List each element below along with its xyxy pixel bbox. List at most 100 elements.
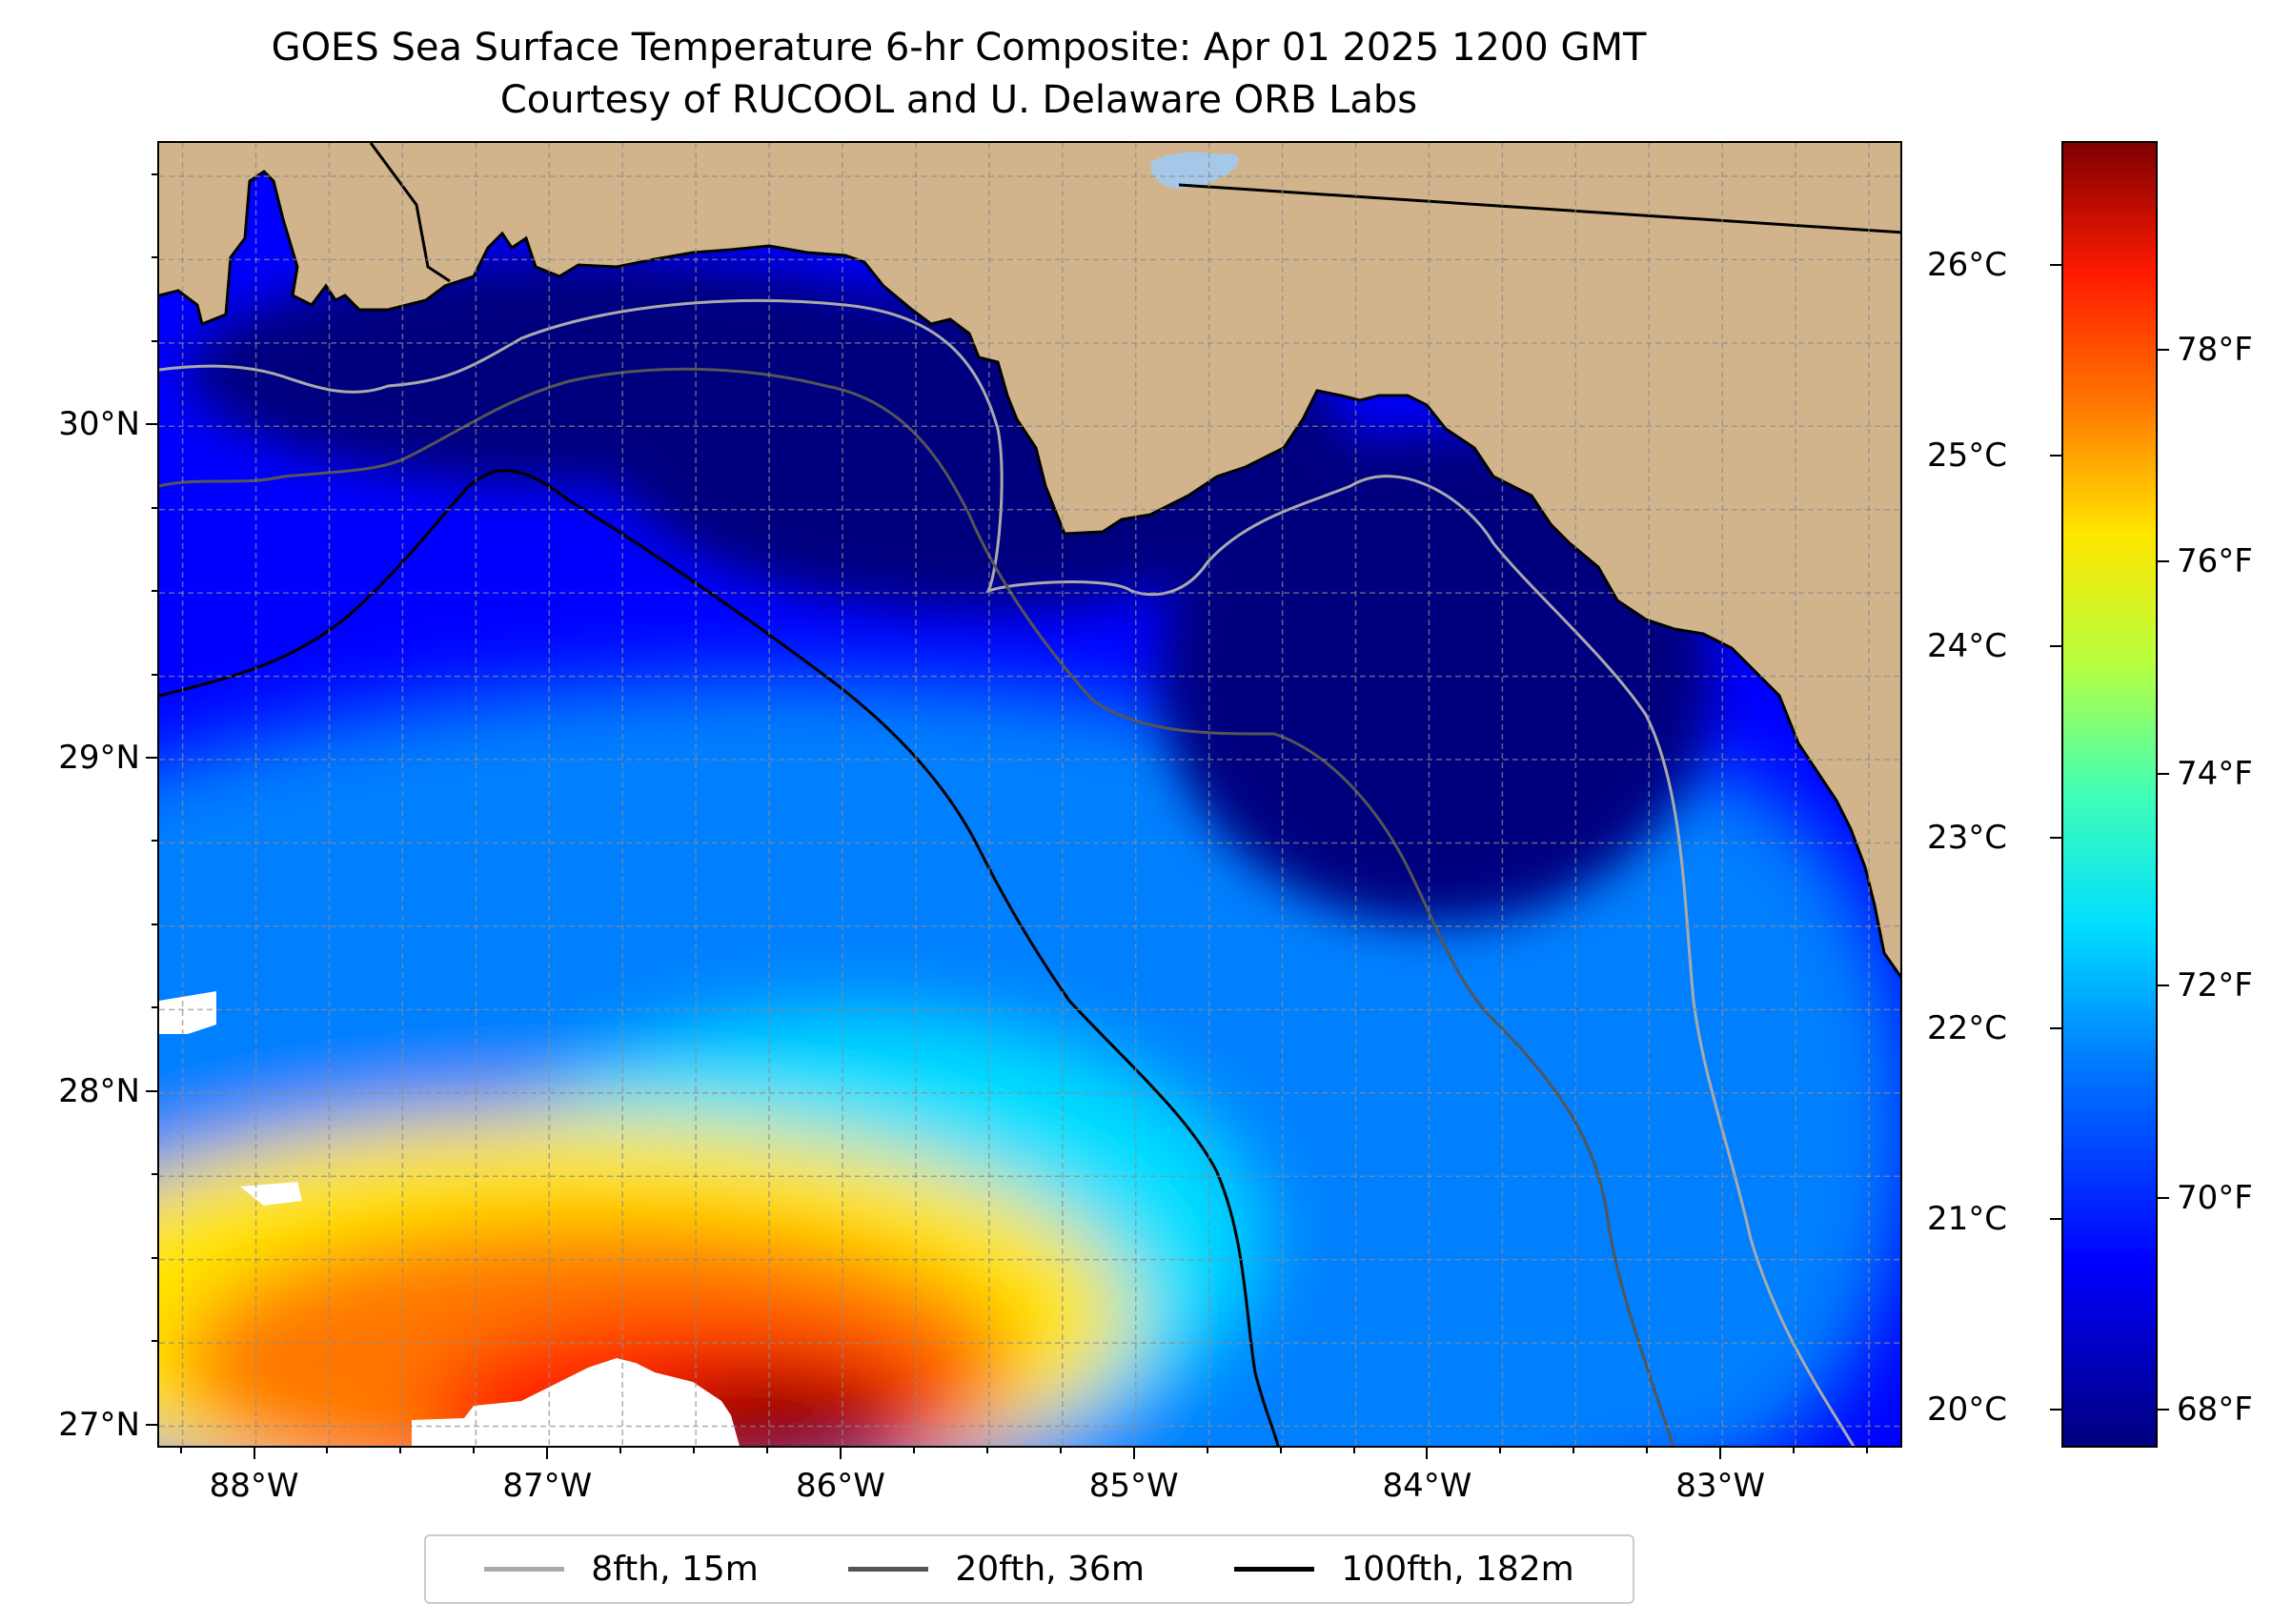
state-border xyxy=(1178,183,1900,234)
longitude-tick-label: 86°W xyxy=(796,1467,885,1505)
celsius-tick xyxy=(2050,1408,2061,1411)
coastline xyxy=(159,170,1900,979)
legend-swatch-100fth xyxy=(1234,1567,1315,1572)
celsius-tick xyxy=(2050,1217,2061,1220)
longitude-minor-tick xyxy=(1573,1448,1575,1453)
legend-item-20fth: 20fth, 36m xyxy=(848,1550,1145,1589)
latitude-tick-label: 30°N xyxy=(58,405,140,444)
latitude-major-tick xyxy=(146,757,157,760)
fahrenheit-tick xyxy=(2158,349,2169,352)
latitude-minor-tick xyxy=(152,506,157,509)
fahrenheit-tick xyxy=(2158,1408,2169,1411)
longitude-minor-tick xyxy=(1352,1448,1355,1453)
latitude-minor-tick xyxy=(152,1256,157,1259)
longitude-tick-label: 84°W xyxy=(1382,1467,1472,1505)
sea-surface-temperature-field xyxy=(159,172,1900,1446)
latitude-major-tick xyxy=(146,1089,157,1092)
longitude-tick-label: 88°W xyxy=(209,1467,299,1505)
legend-label-100fth: 100fth, 182m xyxy=(1341,1550,1574,1589)
latitude-tick-label: 28°N xyxy=(58,1071,140,1110)
longitude-minor-tick xyxy=(473,1448,476,1453)
latitude-minor-tick xyxy=(152,1006,157,1009)
isobath-20fth xyxy=(159,367,1675,1446)
longitude-minor-tick xyxy=(326,1448,329,1453)
latitude-minor-tick xyxy=(152,673,157,676)
longitude-tick-label: 87°W xyxy=(502,1467,593,1505)
latitude-major-tick xyxy=(146,1423,157,1426)
longitude-minor-tick xyxy=(1206,1448,1208,1453)
longitude-minor-tick xyxy=(399,1448,402,1453)
fahrenheit-tick xyxy=(2158,985,2169,987)
longitude-major-tick xyxy=(840,1448,842,1459)
fahrenheit-tick xyxy=(2158,772,2169,775)
longitude-minor-tick xyxy=(179,1448,182,1453)
celsius-tick-label: 20°C xyxy=(1927,1390,2008,1429)
sst-map xyxy=(157,141,1902,1448)
isobath-100fth xyxy=(159,469,1280,1446)
longitude-minor-tick xyxy=(1866,1448,1869,1453)
longitude-minor-tick xyxy=(619,1448,622,1453)
celsius-tick-label: 24°C xyxy=(1927,627,2008,666)
celsius-tick xyxy=(2050,645,2061,648)
legend-item-100fth: 100fth, 182m xyxy=(1234,1550,1574,1589)
latitude-minor-tick xyxy=(152,173,157,175)
isobath-legend: 8fth, 15m 20fth, 36m 100fth, 182m xyxy=(424,1534,1634,1604)
latitude-minor-tick xyxy=(152,256,157,259)
latitude-minor-tick xyxy=(152,1173,157,1176)
isobath-8fth xyxy=(159,298,1856,1446)
fahrenheit-tick-label: 74°F xyxy=(2177,754,2253,793)
fahrenheit-tick xyxy=(2158,1196,2169,1199)
longitude-tick-label: 83°W xyxy=(1675,1467,1766,1505)
longitude-minor-tick xyxy=(985,1448,988,1453)
latitude-tick-label: 27°N xyxy=(58,1405,140,1444)
legend-label-20fth: 20fth, 36m xyxy=(955,1550,1145,1589)
legend-label-8fth: 8fth, 15m xyxy=(591,1550,759,1589)
longitude-minor-tick xyxy=(1499,1448,1502,1453)
longitude-minor-tick xyxy=(912,1448,915,1453)
latitude-minor-tick xyxy=(152,1340,157,1343)
celsius-tick-label: 25°C xyxy=(1927,436,2008,476)
longitude-major-tick xyxy=(1132,1448,1135,1459)
graticule-gridlines xyxy=(159,143,1900,1446)
temperature-colorbar xyxy=(2061,141,2158,1448)
latitude-minor-tick xyxy=(152,339,157,342)
celsius-tick xyxy=(2050,264,2061,267)
lake xyxy=(1150,152,1239,189)
chart-subtitle: Courtesy of RUCOOL and U. Delaware ORB L… xyxy=(499,78,1418,122)
fahrenheit-tick-label: 70°F xyxy=(2177,1178,2253,1217)
fahrenheit-tick-label: 76°F xyxy=(2177,542,2253,581)
longitude-minor-tick xyxy=(766,1448,769,1453)
sst-shelf-band xyxy=(1417,762,1900,1446)
fahrenheit-tick-label: 78°F xyxy=(2177,331,2253,370)
celsius-tick xyxy=(2050,455,2061,457)
fahrenheit-tick-label: 68°F xyxy=(2177,1390,2253,1429)
longitude-minor-tick xyxy=(1646,1448,1649,1453)
sst-map-canvas xyxy=(159,143,1900,1446)
longitude-tick-label: 85°W xyxy=(1088,1467,1179,1505)
latitude-minor-tick xyxy=(152,590,157,593)
celsius-tick xyxy=(2050,836,2061,839)
longitude-major-tick xyxy=(546,1448,549,1459)
longitude-minor-tick xyxy=(1059,1448,1062,1453)
legend-item-8fth: 8fth, 15m xyxy=(484,1550,759,1589)
latitude-tick-label: 29°N xyxy=(58,739,140,778)
longitude-major-tick xyxy=(1719,1448,1722,1459)
latitude-minor-tick xyxy=(152,923,157,925)
celsius-tick xyxy=(2050,1026,2061,1029)
fahrenheit-tick xyxy=(2158,560,2169,563)
celsius-tick-label: 21°C xyxy=(1927,1199,2008,1238)
fahrenheit-tick-label: 72°F xyxy=(2177,966,2253,1005)
latitude-minor-tick xyxy=(152,840,157,842)
legend-swatch-8fth xyxy=(484,1567,565,1572)
celsius-tick-label: 26°C xyxy=(1927,246,2008,285)
latitude-major-tick xyxy=(146,423,157,426)
longitude-major-tick xyxy=(253,1448,255,1459)
legend-swatch-20fth xyxy=(848,1567,929,1572)
no-data-cloud-mid xyxy=(240,1182,302,1206)
no-data-cloud-west xyxy=(159,991,216,1034)
longitude-minor-tick xyxy=(693,1448,696,1453)
longitude-minor-tick xyxy=(1793,1448,1796,1453)
longitude-major-tick xyxy=(1426,1448,1429,1459)
longitude-minor-tick xyxy=(1279,1448,1282,1453)
chart-title: GOES Sea Surface Temperature 6-hr Compos… xyxy=(271,26,1647,70)
